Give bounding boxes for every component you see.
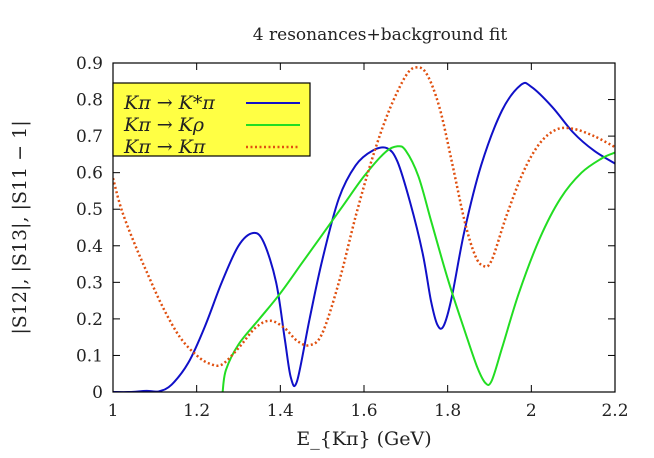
y-tick-label: 0.4 xyxy=(76,237,103,257)
y-tick-label: 0.9 xyxy=(76,54,103,74)
legend-label: Kπ → Kρ xyxy=(123,114,205,136)
legend-label: Kπ → Kπ xyxy=(123,136,206,158)
axis-labels: E_{Kπ} (GeV) |S12|, |S13|, |S11 − 1| xyxy=(9,120,432,450)
y-tick-label: 0 xyxy=(92,383,103,403)
y-tick-label: 0.1 xyxy=(76,346,103,366)
series-line-1 xyxy=(113,81,615,392)
y-axis-label: |S12|, |S13|, |S11 − 1| xyxy=(9,120,31,334)
plot-series xyxy=(113,66,615,392)
y-tick-label: 0.3 xyxy=(76,273,103,293)
y-tick-label: 0.5 xyxy=(76,200,103,220)
x-axis-label: E_{Kπ} (GeV) xyxy=(296,428,431,450)
legend-label: Kπ → K*π xyxy=(123,92,215,114)
y-tick-label: 0.8 xyxy=(76,91,103,111)
x-tick-label: 1.4 xyxy=(267,401,294,421)
x-tick-label: 1.2 xyxy=(183,401,210,421)
x-tick-label: 1.6 xyxy=(350,401,377,421)
series-line-2 xyxy=(221,145,615,392)
y-tick-label: 0.7 xyxy=(76,127,103,147)
legend-box xyxy=(112,82,311,157)
chart-title: 4 resonances+background fit xyxy=(253,25,508,45)
axes: 1 1.2 1.4 1.6 1.8 2 2.2 0 0.1 0.2 0.3 0.4 0.5 0.6 0.7 0… xyxy=(76,54,629,421)
y-tick-label: 0.2 xyxy=(76,310,103,330)
y-tick-label: 0.6 xyxy=(76,164,103,184)
x-tick-label: 1 xyxy=(108,401,119,421)
x-tick-label: 2 xyxy=(526,401,537,421)
x-tick-label: 1.8 xyxy=(434,401,461,421)
x-tick-label: 2.2 xyxy=(601,401,628,421)
